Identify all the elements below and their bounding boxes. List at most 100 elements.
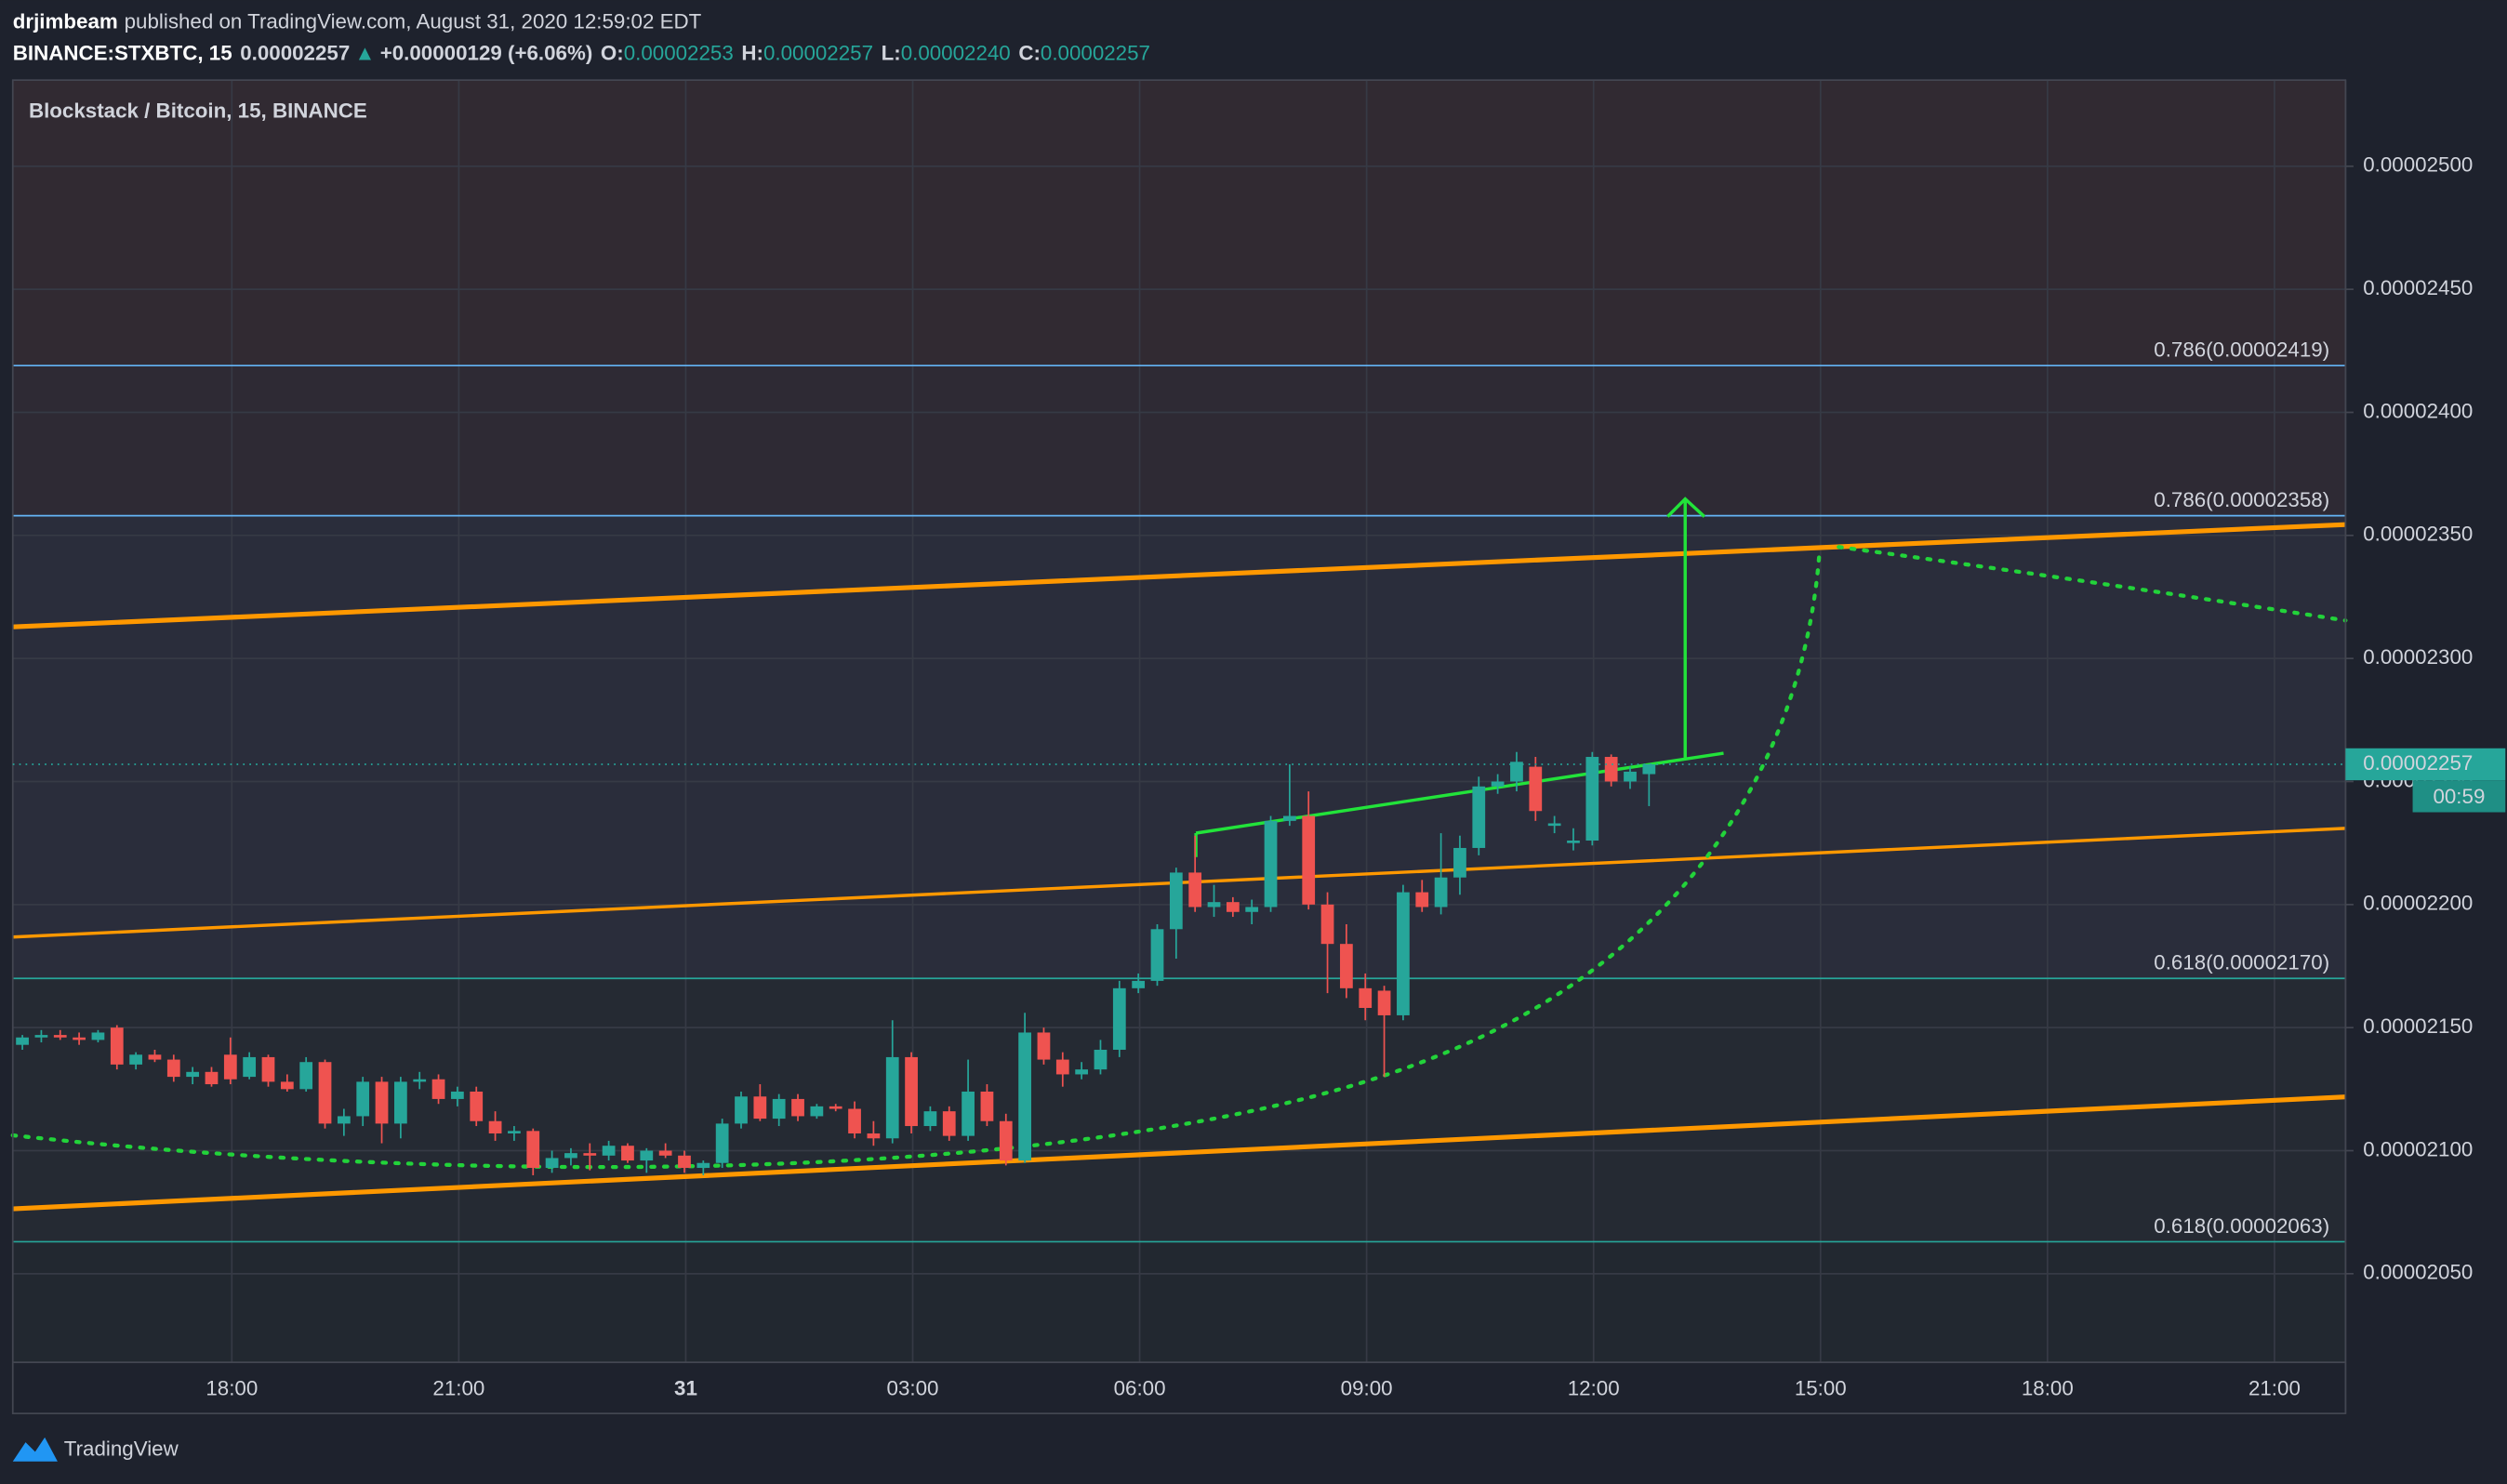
- candle-body: [810, 1106, 824, 1117]
- candle-body: [1529, 766, 1543, 812]
- y-tick-label: 0.00002450: [2363, 276, 2473, 299]
- candle-body: [999, 1120, 1013, 1161]
- x-tick-label: 21:00: [2248, 1376, 2301, 1399]
- candle-body: [621, 1146, 634, 1161]
- candle-body: [1094, 1049, 1108, 1070]
- candle-body: [1169, 872, 1183, 930]
- fib-levels: 0.786(0.00002419) 0.786(0.00002358) 0.618(…: [12, 338, 2346, 1243]
- candle-body: [1150, 929, 1164, 981]
- candle-body: [1547, 823, 1561, 827]
- x-tick-label: 31: [674, 1376, 697, 1399]
- legend-line: BINANCE:STXBTC, 15 0.00002257 ▲ +0.00000129…: [13, 42, 1150, 65]
- projection-curve: [10, 550, 1822, 1170]
- countdown: 00:59: [2433, 785, 2485, 808]
- o-label: O:: [601, 42, 624, 65]
- candle-body: [1075, 1069, 1089, 1075]
- x-tick-label: 18:00: [206, 1376, 258, 1399]
- candle-body: [299, 1062, 313, 1090]
- candle-body: [280, 1081, 294, 1090]
- candle-body: [1359, 987, 1373, 1008]
- candle-body: [867, 1133, 881, 1139]
- candle-body: [1415, 892, 1429, 908]
- y-tick-label: 0.00002200: [2363, 892, 2473, 915]
- symbol: BINANCE:STXBTC, 15: [13, 42, 232, 65]
- candle-body: [1642, 763, 1656, 775]
- y-tick-label: 0.00002400: [2363, 399, 2473, 422]
- c-label: C:: [1018, 42, 1041, 65]
- y-tick-label: 0.00002300: [2363, 645, 2473, 669]
- projection-curve: [1837, 545, 2348, 623]
- candle-body: [545, 1158, 559, 1169]
- candle-body: [848, 1108, 861, 1133]
- x-tick-label: 06:00: [1114, 1376, 1166, 1399]
- candle-body: [451, 1091, 464, 1099]
- brand: TradingView: [64, 1438, 179, 1461]
- candle-body: [16, 1037, 29, 1045]
- h-value: 0.00002257: [763, 42, 873, 65]
- candle-body: [1282, 815, 1296, 821]
- candle-body: [1245, 907, 1259, 912]
- c-value: 0.00002257: [1041, 42, 1150, 65]
- candle-body: [508, 1131, 521, 1133]
- candle-body: [1585, 757, 1599, 841]
- target-arrow-head: [1666, 497, 1706, 518]
- candle-body: [942, 1111, 956, 1136]
- l-value: 0.00002240: [901, 42, 1011, 65]
- logo-icon: [12, 1437, 58, 1462]
- x-tick-label: 15:00: [1795, 1376, 1847, 1399]
- candle-body: [431, 1079, 445, 1099]
- candle-body: [1112, 987, 1126, 1050]
- candle-body: [1434, 877, 1448, 908]
- candle-body: [34, 1035, 48, 1038]
- candle-body: [526, 1131, 540, 1169]
- candle-body: [715, 1123, 729, 1163]
- candle-body: [413, 1079, 427, 1082]
- x-tick-label: 21:00: [432, 1376, 484, 1399]
- last: 0.00002257: [240, 42, 350, 65]
- candle-body: [1604, 757, 1618, 782]
- candle-body: [962, 1091, 975, 1136]
- published: published on TradingView.com, August 31,…: [125, 9, 702, 33]
- candle-body: [223, 1054, 237, 1080]
- brand-logo: TradingView: [12, 1437, 179, 1462]
- zone: [12, 365, 2346, 516]
- candle-body: [73, 1037, 86, 1040]
- candle-body: [337, 1116, 351, 1124]
- zones: [12, 80, 2346, 1363]
- countdown-tag: [2412, 780, 2506, 813]
- candle-body: [1302, 815, 1316, 905]
- y-tick-label: 0.00002350: [2363, 523, 2473, 546]
- change: +0.00000129 (+6.06%): [380, 42, 593, 65]
- chart-title: Blockstack / Bitcoin, 15, BINANCE: [29, 99, 367, 122]
- l-label: L:: [882, 42, 901, 65]
- author: drjimbeam: [13, 9, 118, 33]
- candle-body: [640, 1150, 654, 1161]
- price-tag: [2345, 748, 2506, 781]
- x-tick-label: 12:00: [1568, 1376, 1620, 1399]
- candle-body: [753, 1096, 767, 1120]
- candle-body: [186, 1071, 200, 1078]
- y-tick-label: 0.00002100: [2363, 1137, 2473, 1160]
- fib-label: 0.786(0.00002419): [2154, 338, 2329, 362]
- candle-body: [243, 1056, 257, 1078]
- candle-body: [772, 1098, 786, 1120]
- arrow: ▲: [354, 42, 375, 65]
- zone: [12, 80, 2346, 366]
- candle-body: [375, 1081, 389, 1124]
- candle-body: [1320, 904, 1334, 945]
- candle-body: [53, 1035, 67, 1038]
- candle-body: [829, 1106, 842, 1109]
- candle-body: [564, 1153, 577, 1159]
- candle-body: [1207, 902, 1221, 908]
- candle-body: [1340, 944, 1353, 988]
- candle-body: [356, 1081, 370, 1117]
- candle-body: [205, 1071, 219, 1085]
- x-tick-label: 09:00: [1341, 1376, 1393, 1399]
- y-tick-label: 0.00002050: [2363, 1261, 2473, 1284]
- channel-bottom: [12, 1094, 2346, 1212]
- y-tick-label: 0.00002500: [2363, 153, 2473, 177]
- candle-body: [885, 1056, 899, 1139]
- candle-body: [1624, 771, 1637, 782]
